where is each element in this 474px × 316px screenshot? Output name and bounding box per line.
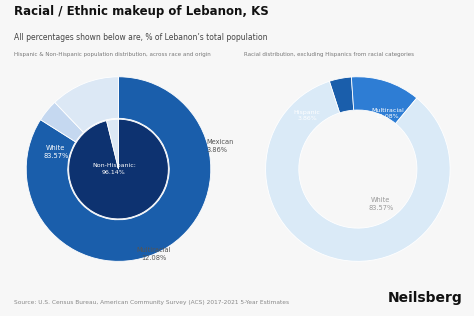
Wedge shape bbox=[69, 119, 168, 219]
Text: White
83.57%: White 83.57% bbox=[368, 197, 393, 211]
Wedge shape bbox=[329, 77, 354, 113]
Text: Racial / Ethnic makeup of Lebanon, KS: Racial / Ethnic makeup of Lebanon, KS bbox=[14, 5, 269, 18]
Wedge shape bbox=[41, 102, 83, 142]
Text: Hispanic & Non-Hispanic population distribution, across race and origin: Hispanic & Non-Hispanic population distr… bbox=[14, 52, 211, 57]
Text: All percentages shown below are, % of Lebanon’s total population: All percentages shown below are, % of Le… bbox=[14, 33, 268, 42]
Text: Hispanic
3.86%: Hispanic 3.86% bbox=[294, 110, 320, 121]
Text: Non-Hispanic:
96.14%: Non-Hispanic: 96.14% bbox=[92, 163, 136, 175]
Text: Multiracial
12.08%: Multiracial 12.08% bbox=[371, 108, 404, 119]
Text: Source: U.S. Census Bureau, American Community Survey (ACS) 2017-2021 5-Year Est: Source: U.S. Census Bureau, American Com… bbox=[14, 300, 289, 305]
Wedge shape bbox=[107, 119, 118, 169]
Text: Multiracial
12.08%: Multiracial 12.08% bbox=[137, 247, 171, 262]
Text: Racial distribution, excluding Hispanics from racial categories: Racial distribution, excluding Hispanics… bbox=[244, 52, 414, 57]
Text: Mexican
3.86%: Mexican 3.86% bbox=[206, 139, 234, 153]
Wedge shape bbox=[55, 77, 118, 132]
Text: Neilsberg: Neilsberg bbox=[387, 291, 462, 305]
Wedge shape bbox=[26, 77, 211, 261]
Text: White
83.57%: White 83.57% bbox=[43, 145, 68, 160]
Wedge shape bbox=[351, 77, 417, 124]
Wedge shape bbox=[265, 81, 450, 261]
